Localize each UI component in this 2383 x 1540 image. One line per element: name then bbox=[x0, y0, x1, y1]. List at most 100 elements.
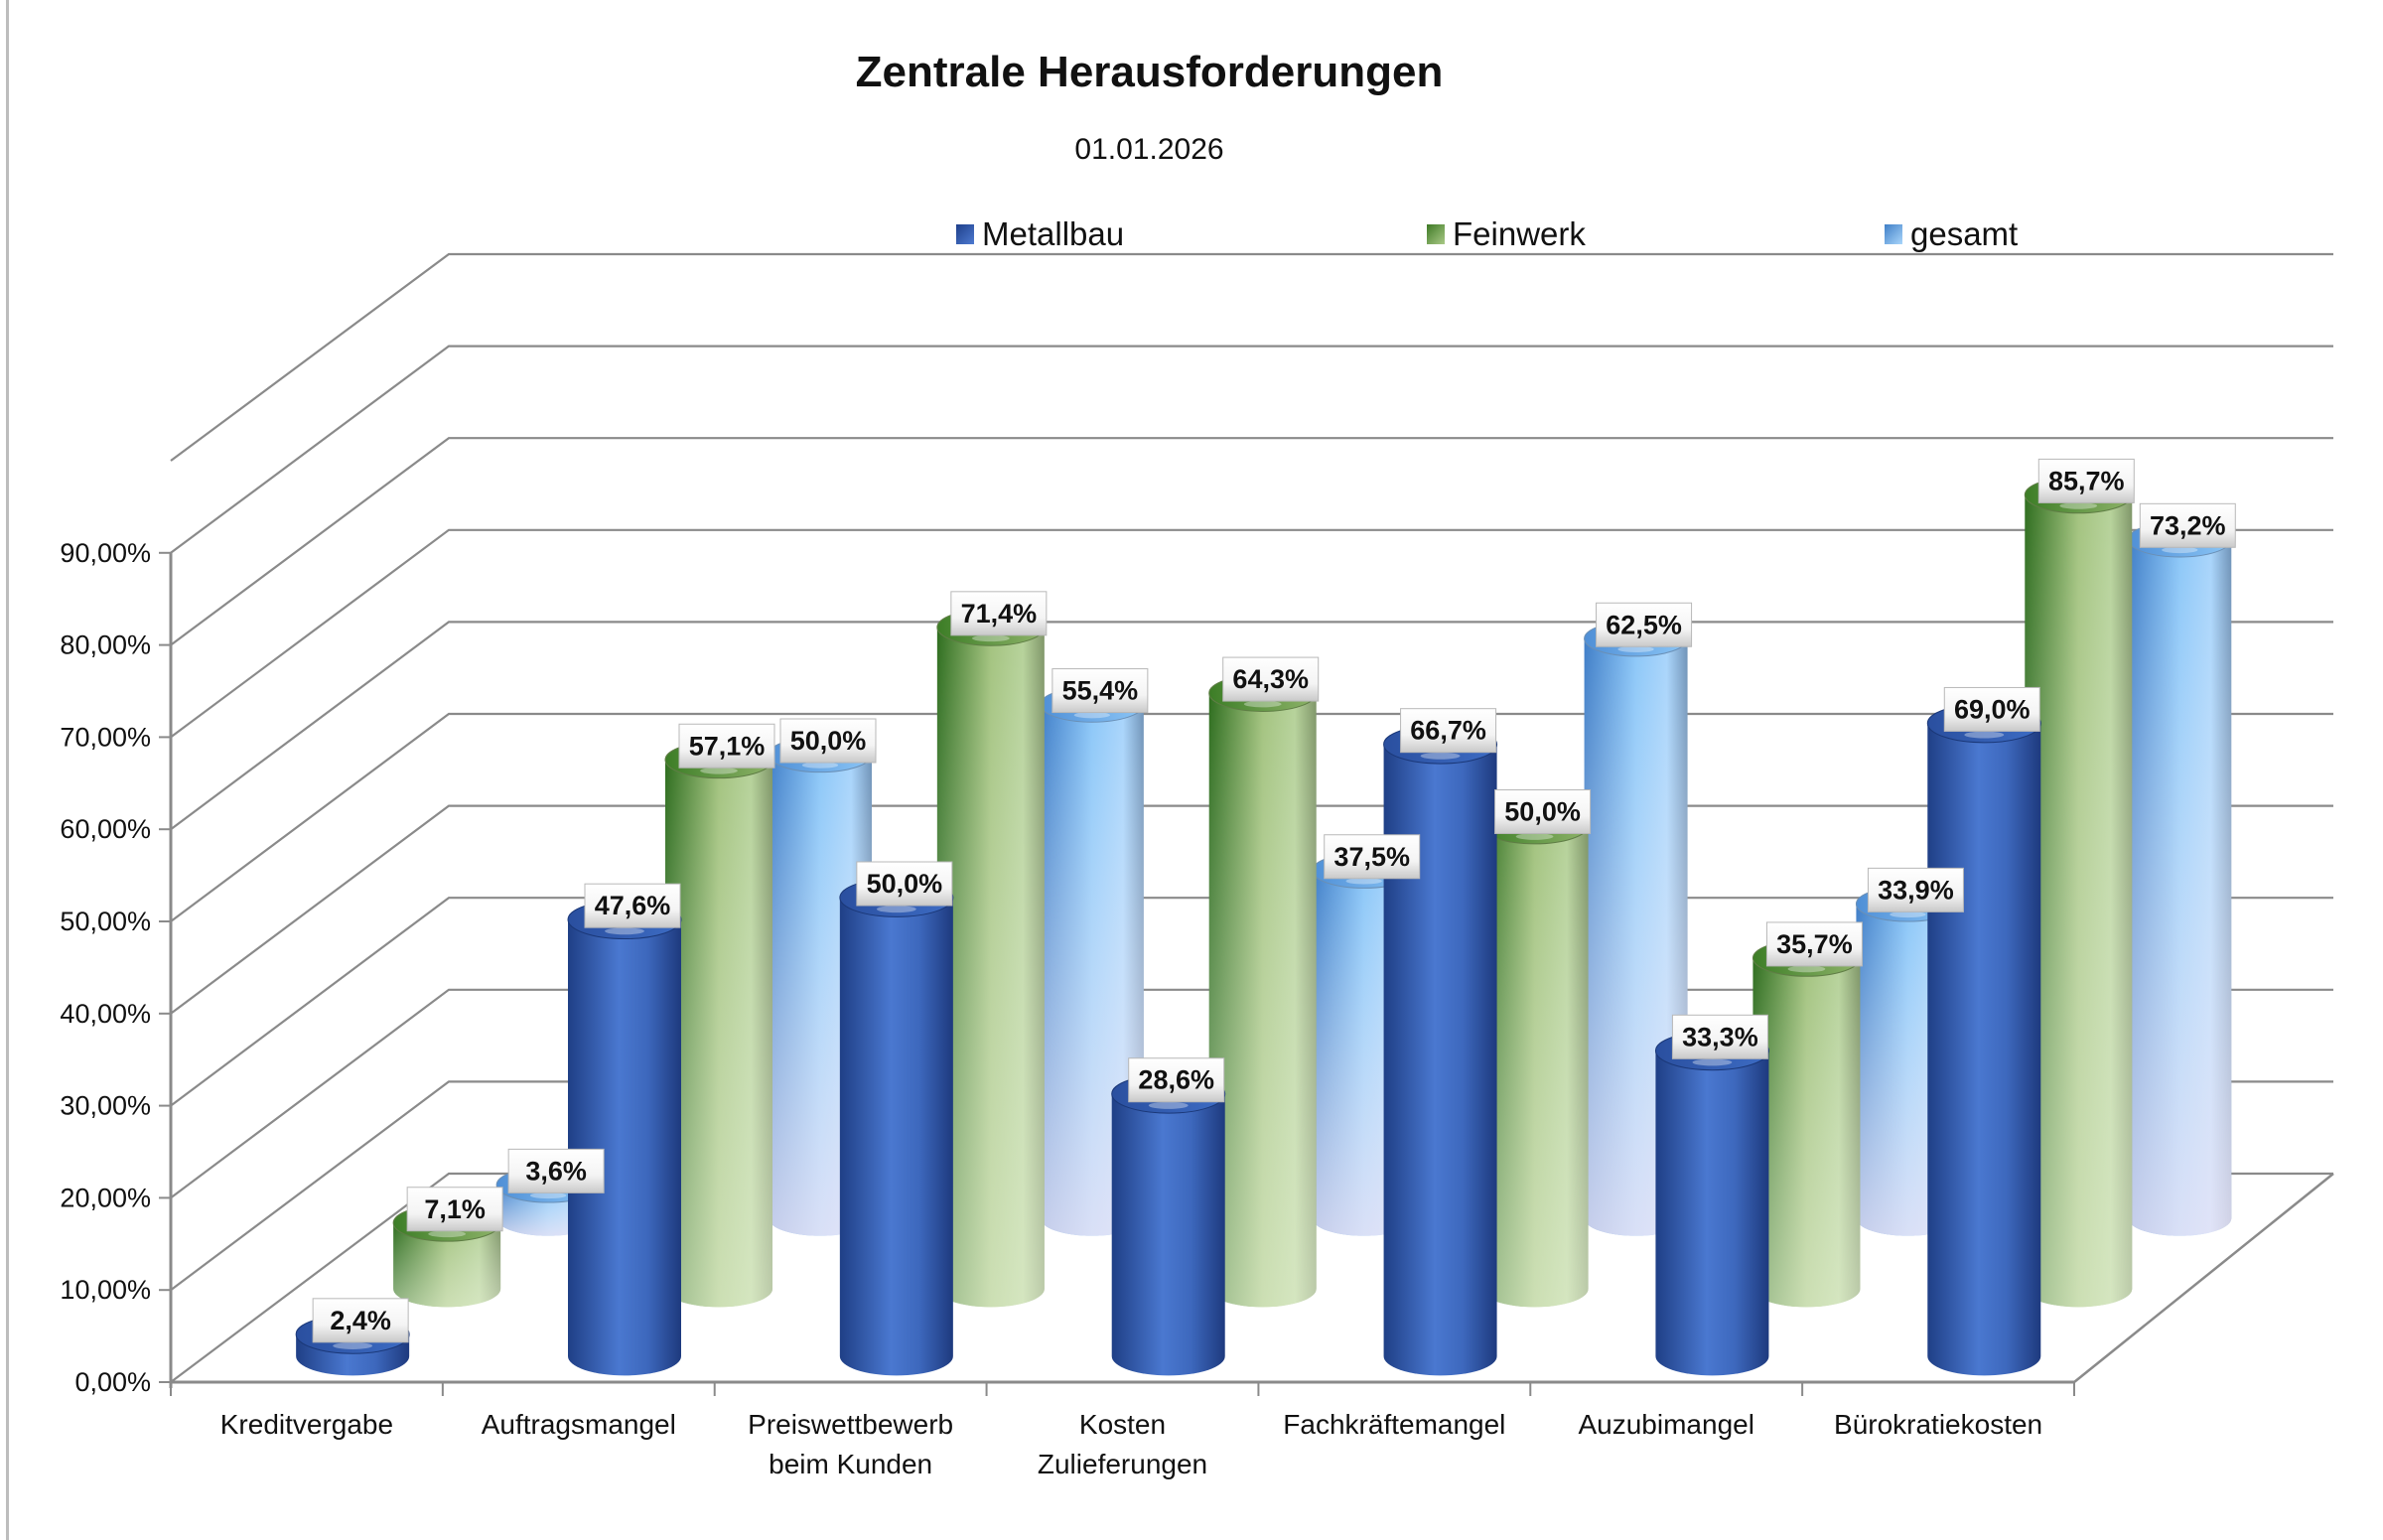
x-tick-label: Kosten Zulieferungen bbox=[1038, 1409, 1207, 1479]
x-tick-label-line: Fachkräftemangel bbox=[1283, 1409, 1505, 1440]
data-label-gesamt: 50,0% bbox=[779, 718, 877, 764]
data-label-gesamt: 73,2% bbox=[2139, 502, 2236, 548]
bar-highlight bbox=[605, 927, 644, 935]
data-label-box bbox=[779, 718, 877, 764]
legend-item-metallbau: Metallbau bbox=[956, 215, 1124, 253]
bar-highlight bbox=[801, 762, 839, 769]
bar-shade bbox=[1752, 957, 1861, 1308]
bar-feinwerk bbox=[1480, 806, 1590, 1308]
y-tick-label: 70,00% bbox=[60, 722, 151, 752]
data-label-text: 47,6% bbox=[595, 891, 671, 920]
x-tick-label-line: Preiswettbewerb bbox=[748, 1409, 953, 1440]
bar-feinwerk bbox=[1752, 939, 1861, 1308]
data-label-gesamt: 3,6% bbox=[507, 1148, 605, 1193]
gridline bbox=[170, 804, 2333, 1015]
bar-shade bbox=[1208, 693, 1317, 1308]
gridline bbox=[170, 988, 2333, 1199]
bar-body bbox=[568, 919, 681, 1376]
axis-layer: 0,00% 10,00% 20,00% 30,00% 40,00% 50,00% 60,00… bbox=[60, 538, 2334, 1479]
y-tick-label: 50,00% bbox=[60, 907, 151, 936]
x-tick-label: Bürokratiekosten bbox=[1834, 1409, 2042, 1440]
gridline bbox=[170, 437, 2333, 646]
bar-highlight bbox=[971, 634, 1010, 642]
bar-highlight bbox=[529, 1191, 567, 1199]
bar-body bbox=[1655, 1050, 1769, 1376]
data-label-box bbox=[1671, 1014, 1768, 1059]
data-label-text: 71,4% bbox=[961, 599, 1038, 629]
gridline bbox=[170, 621, 2333, 831]
data-label-gesamt: 62,5% bbox=[1596, 602, 1693, 647]
data-label-box bbox=[312, 1298, 409, 1343]
bar-gesamt bbox=[2127, 521, 2232, 1236]
data-label-text: 37,5% bbox=[1333, 842, 1410, 872]
x-tick-label: Fachkräftemangel bbox=[1283, 1409, 1505, 1440]
x-tick-label-line: Auzubimangel bbox=[1578, 1409, 1753, 1440]
chart-title: Zentrale Herausforderungen bbox=[855, 48, 1444, 96]
data-label-text: 35,7% bbox=[1776, 929, 1853, 959]
data-label-text: 33,9% bbox=[1878, 875, 1954, 905]
gridline bbox=[170, 252, 2333, 462]
legend-item-feinwerk: Feinwerk bbox=[1427, 215, 1586, 253]
y-tick-label: 0,00% bbox=[74, 1367, 151, 1397]
data-label-box bbox=[1943, 686, 2040, 732]
bar-highlight bbox=[700, 767, 738, 774]
bar-body bbox=[1111, 1093, 1225, 1376]
bar-highlight bbox=[1345, 878, 1382, 885]
bar-highlight bbox=[428, 1230, 467, 1238]
data-label-box bbox=[2037, 458, 2135, 503]
chart-frame bbox=[6, 0, 2383, 1540]
data-label-text: 33,3% bbox=[1682, 1022, 1758, 1051]
floor-edge-right bbox=[2073, 1173, 2334, 1383]
bar-highlight bbox=[1148, 1101, 1189, 1109]
bar-highlight bbox=[1692, 1058, 1733, 1066]
data-label-text: 64,3% bbox=[1232, 664, 1309, 694]
bar-body bbox=[1927, 723, 2041, 1376]
data-label-text: 2,4% bbox=[330, 1306, 391, 1335]
x-tick-label-line: Kosten bbox=[1079, 1409, 1166, 1440]
data-label-box bbox=[406, 1187, 503, 1232]
data-label-gesamt: 37,5% bbox=[1324, 834, 1421, 880]
x-tick-label: Preiswettbewerb beim Kunden bbox=[748, 1409, 953, 1479]
bar-metallbau bbox=[1926, 703, 2041, 1376]
data-label-box bbox=[584, 883, 681, 928]
data-label-text: 28,6% bbox=[1138, 1065, 1214, 1095]
data-label-box bbox=[950, 591, 1048, 636]
data-label-box bbox=[1494, 789, 1592, 834]
x-tick-label-line: Bürokratiekosten bbox=[1834, 1409, 2042, 1440]
data-label-box bbox=[1400, 708, 1497, 754]
grid-layer bbox=[170, 252, 2333, 1383]
data-label-box bbox=[856, 861, 953, 907]
data-label-feinwerk: 85,7% bbox=[2037, 458, 2135, 503]
bar-feinwerk bbox=[2024, 476, 2133, 1308]
bar-body bbox=[1383, 744, 1497, 1376]
legend-label-feinwerk: Feinwerk bbox=[1453, 215, 1586, 252]
x-tick-label: Auzubimangel bbox=[1578, 1409, 1753, 1440]
x-tick-label: Kreditvergabe bbox=[220, 1409, 393, 1440]
bar-metallbau bbox=[1383, 724, 1498, 1376]
data-label-text: 85,7% bbox=[2048, 466, 2125, 495]
y-tick-label: 80,00% bbox=[60, 630, 151, 660]
data-label-layer: 3,6% 50,0% 55,4% 37,5% 62,5% 33,9% 73,2% 7,1% 57… bbox=[312, 458, 2236, 1343]
data-label-text: 57,1% bbox=[689, 731, 766, 761]
data-label-box bbox=[1324, 834, 1421, 880]
data-label-metallbau: 50,0% bbox=[856, 861, 953, 907]
bar-body bbox=[839, 898, 953, 1376]
data-label-text: 50,0% bbox=[1504, 797, 1581, 827]
bar-highlight bbox=[2162, 546, 2198, 554]
bar-highlight bbox=[1787, 965, 1826, 973]
bar-highlight bbox=[1420, 752, 1461, 760]
bar-layer bbox=[295, 476, 2232, 1376]
data-label-box bbox=[1765, 921, 1863, 967]
data-label-text: 62,5% bbox=[1606, 610, 1682, 639]
y-tick-label: 90,00% bbox=[60, 538, 151, 568]
data-label-box bbox=[507, 1148, 605, 1193]
data-label-box bbox=[678, 723, 775, 769]
y-tick-label: 40,00% bbox=[60, 999, 151, 1029]
data-label-feinwerk: 7,1% bbox=[406, 1187, 503, 1232]
data-label-gesamt: 55,4% bbox=[1051, 668, 1149, 714]
data-label-text: 50,0% bbox=[867, 869, 943, 899]
data-label-metallbau: 69,0% bbox=[1943, 686, 2040, 732]
data-label-metallbau: 66,7% bbox=[1400, 708, 1497, 754]
x-tick-label: Auftragsmangel bbox=[482, 1409, 676, 1440]
chart-subtitle: 01.01.2026 bbox=[1074, 133, 1224, 166]
